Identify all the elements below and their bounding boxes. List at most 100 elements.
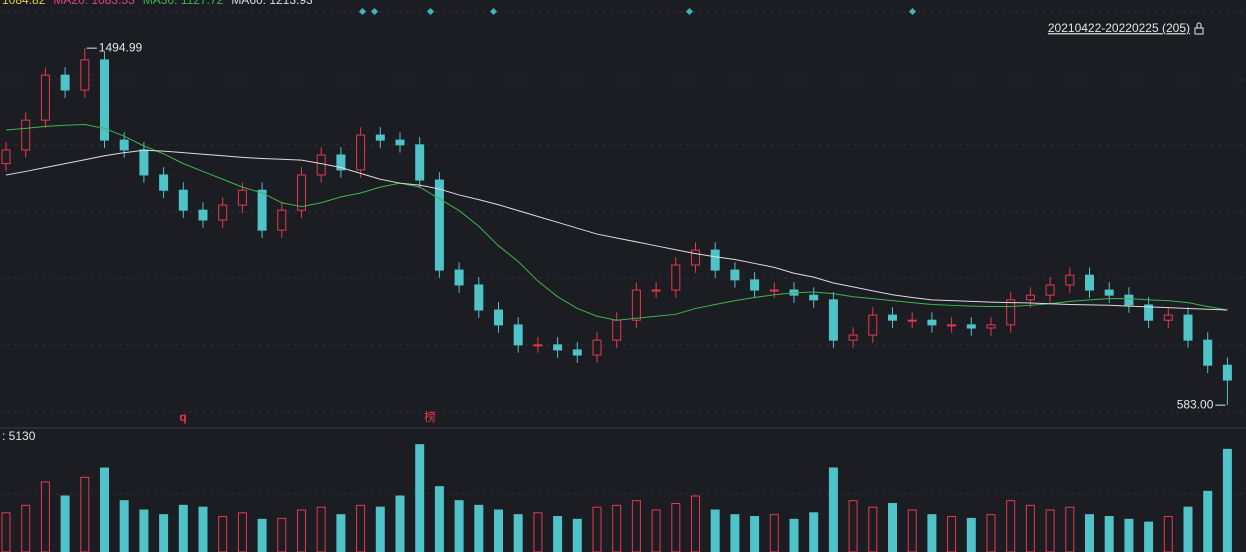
volume-bar	[454, 500, 464, 552]
volume-bar	[553, 516, 563, 552]
volume-bar	[1124, 518, 1134, 552]
candle-body	[454, 269, 464, 286]
volume-bar	[592, 506, 602, 552]
volume-bar	[848, 500, 858, 552]
volume-bar	[257, 518, 267, 552]
candle-body	[533, 344, 543, 347]
grid	[0, 11, 1246, 495]
diamond	[908, 7, 917, 16]
volume-bar	[178, 504, 188, 552]
candle-body	[336, 154, 346, 171]
volume-bar	[1065, 506, 1075, 552]
candle-body	[1, 149, 11, 165]
volume-bar	[21, 504, 31, 552]
candle-body	[710, 249, 720, 271]
volume-bar	[139, 509, 149, 552]
volume-bar	[710, 509, 720, 552]
candle-body	[907, 319, 917, 322]
candle-body	[237, 189, 247, 206]
volume-bar	[691, 495, 700, 552]
candle-body	[257, 189, 267, 231]
diamond	[426, 7, 435, 16]
volume-bar	[750, 516, 760, 552]
volume-bar	[1183, 506, 1193, 552]
candle-body	[1124, 294, 1134, 306]
candle-body	[592, 339, 602, 356]
volume-bar	[1045, 509, 1055, 552]
candle-body	[277, 209, 287, 231]
volume-bar	[986, 514, 996, 552]
volume-bar	[100, 467, 109, 552]
candle-body	[986, 324, 996, 329]
candle-body	[434, 179, 444, 271]
volume-bar	[494, 509, 503, 552]
volume-bar	[395, 495, 405, 552]
candle-body	[553, 344, 563, 351]
candle-body	[1065, 274, 1075, 286]
volume-bar	[159, 514, 169, 552]
candle-body	[927, 319, 937, 326]
candle-body	[100, 59, 109, 141]
volume-bar	[868, 506, 878, 552]
legend-item: MA30: 1127.72	[143, 0, 224, 7]
candle-body	[888, 314, 897, 321]
event-markers	[358, 7, 917, 16]
legend-item: MA60: 1213.93	[231, 0, 313, 7]
event-marker[interactable]: q	[179, 410, 186, 424]
volume-label: : 5130	[2, 429, 36, 443]
volume-bar	[1006, 500, 1016, 552]
volume-bar	[631, 500, 641, 552]
candle-body	[21, 119, 31, 151]
annotation-label: 1494.99	[99, 40, 143, 54]
legend-item: 1084.82	[2, 0, 46, 7]
volume-bar	[730, 514, 740, 552]
lock-icon[interactable]	[1194, 22, 1204, 35]
annotation-label: 583.00	[1177, 397, 1214, 411]
volume-bar	[828, 467, 838, 552]
candle-body	[1085, 274, 1094, 291]
candle-body	[1222, 364, 1232, 381]
volume-bar	[513, 514, 523, 552]
candle-body	[651, 289, 661, 292]
volume-bar	[966, 517, 976, 552]
candle-body	[966, 324, 976, 329]
volume-bar	[1203, 490, 1213, 552]
volume-bar	[671, 502, 681, 552]
ma-line	[5, 123, 1228, 321]
candle-body	[1183, 314, 1193, 341]
candle-body	[1144, 304, 1154, 321]
candle-body	[730, 269, 740, 281]
volume-bar	[375, 506, 385, 552]
candle-body	[612, 319, 622, 341]
volume-bar	[907, 509, 917, 552]
candle-body	[139, 149, 149, 176]
candle-body	[356, 134, 366, 171]
candle-body	[631, 289, 641, 321]
candle-body	[1025, 294, 1035, 301]
volume-bar	[415, 444, 425, 552]
candle-body	[474, 284, 484, 311]
volume-bar	[119, 500, 129, 552]
candle-body	[198, 209, 208, 221]
volume-bar	[1163, 516, 1173, 552]
volume-bar	[198, 506, 208, 552]
volume-bar	[356, 504, 366, 552]
candle-body	[1045, 284, 1055, 296]
volume-bar	[434, 486, 444, 552]
volume-bar	[297, 509, 306, 552]
volume-bar	[60, 495, 70, 552]
range-label[interactable]: 20210422-20220225 (205)	[1048, 21, 1190, 35]
volume-bar	[947, 516, 957, 552]
volume-bar	[40, 481, 50, 552]
volume-bar	[80, 476, 90, 552]
volume-bar	[572, 518, 582, 552]
event-marker[interactable]: 榜	[424, 409, 436, 424]
candle-body	[40, 74, 50, 121]
diamond	[358, 7, 367, 16]
candle-body	[1006, 299, 1016, 326]
volume-bar	[1025, 504, 1035, 552]
volume-bar	[809, 512, 819, 552]
diamond	[685, 7, 694, 16]
candle-body	[868, 314, 878, 336]
volume-bar	[888, 502, 897, 552]
